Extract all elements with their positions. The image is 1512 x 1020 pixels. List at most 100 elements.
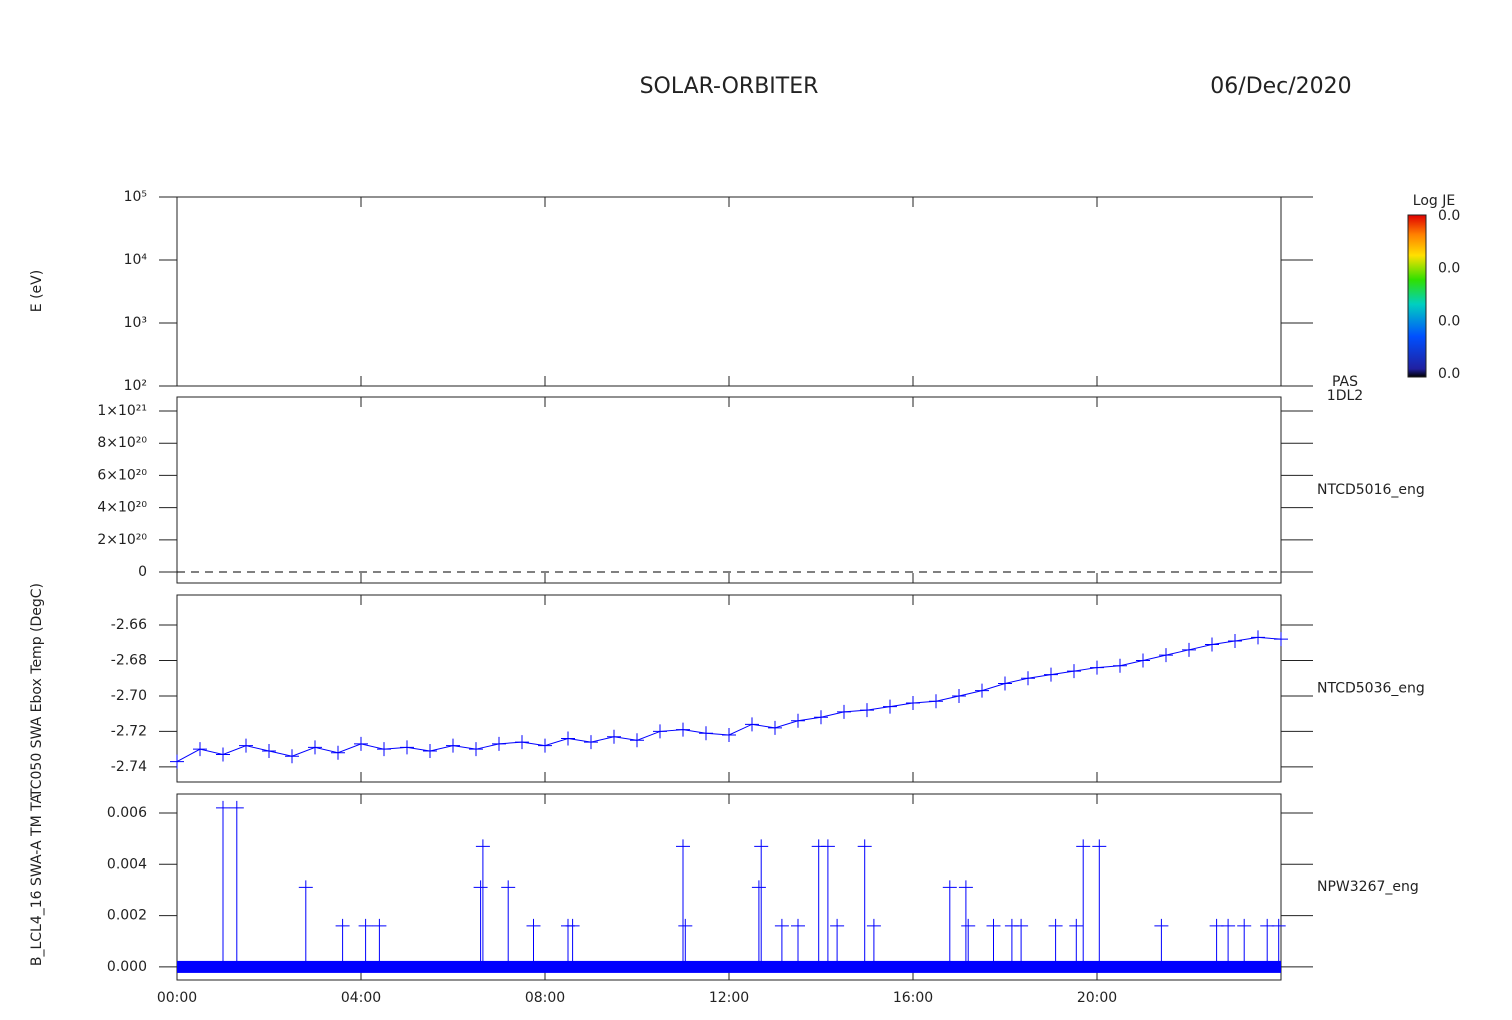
data-point bbox=[975, 683, 989, 698]
y-axis-label: B_LCL4_16 SWA-A TM TA bbox=[29, 793, 45, 966]
spike bbox=[526, 918, 541, 967]
data-point bbox=[400, 740, 414, 755]
data-point bbox=[1044, 667, 1058, 682]
y-tick-label: -2.66 bbox=[111, 617, 147, 633]
data-point bbox=[377, 742, 391, 757]
side-label: NTCD5036_eng bbox=[1317, 681, 1425, 697]
colorbar-tick-label: 0.0 bbox=[1438, 208, 1460, 224]
spike bbox=[866, 918, 881, 967]
data-point bbox=[1021, 671, 1035, 686]
x-tick-label: 20:00 bbox=[1077, 990, 1117, 1006]
data-point bbox=[929, 694, 943, 709]
panel-frame bbox=[176, 594, 1282, 783]
y-tick-label: 10⁴ bbox=[124, 252, 148, 268]
data-point bbox=[262, 743, 276, 758]
data-point bbox=[1113, 658, 1127, 673]
y-tick-label: 0 bbox=[138, 564, 147, 580]
zero-band bbox=[177, 960, 1281, 973]
y-tick-label: 6×10²⁰ bbox=[97, 467, 147, 483]
data-point bbox=[193, 742, 207, 757]
colorbar-tick-label: 0.0 bbox=[1438, 261, 1460, 277]
data-point bbox=[1090, 660, 1104, 675]
spike bbox=[1271, 918, 1286, 967]
y-tick-label: 2×10²⁰ bbox=[97, 532, 147, 548]
spike bbox=[372, 918, 387, 967]
spike bbox=[791, 918, 805, 967]
x-tick-label: 16:00 bbox=[893, 990, 933, 1006]
data-point bbox=[538, 738, 552, 753]
spike bbox=[1237, 918, 1252, 967]
spike bbox=[1014, 918, 1029, 967]
spike bbox=[1076, 839, 1091, 967]
data-point bbox=[285, 749, 299, 764]
spike bbox=[1154, 918, 1169, 967]
spike bbox=[820, 839, 835, 967]
side-label: PAS bbox=[1332, 374, 1358, 390]
spike bbox=[830, 918, 845, 967]
y-tick-label: 4×10²⁰ bbox=[97, 500, 147, 516]
spike bbox=[473, 880, 488, 967]
data-point bbox=[1251, 630, 1265, 645]
data-point bbox=[1159, 648, 1173, 663]
spike bbox=[958, 880, 973, 967]
data-point bbox=[1136, 653, 1150, 668]
data-point bbox=[1274, 632, 1288, 647]
spike bbox=[676, 839, 690, 967]
y-axis-label: E (eV) bbox=[29, 270, 45, 312]
data-point bbox=[998, 676, 1012, 691]
data-point bbox=[607, 729, 621, 744]
panel-frame bbox=[176, 396, 1282, 584]
side-label: 1DL2 bbox=[1327, 388, 1363, 404]
data-point bbox=[561, 731, 575, 746]
x-tick-label: 12:00 bbox=[709, 990, 749, 1006]
panel-frame bbox=[176, 196, 1282, 387]
data-point bbox=[469, 742, 483, 757]
x-tick-label: 04:00 bbox=[341, 990, 381, 1006]
spike bbox=[298, 880, 313, 967]
data-point bbox=[170, 754, 184, 769]
colorbar-tick-label: 0.0 bbox=[1438, 366, 1460, 382]
data-point bbox=[239, 738, 253, 753]
data-point bbox=[883, 699, 897, 714]
spike bbox=[216, 800, 230, 967]
y-tick-label: -2.68 bbox=[111, 652, 147, 668]
data-point bbox=[1067, 664, 1081, 679]
y-tick-label: 10³ bbox=[124, 315, 147, 331]
data-point bbox=[1228, 633, 1242, 648]
side-label: NPW3267_eng bbox=[1317, 879, 1419, 895]
y-tick-label: 0.000 bbox=[107, 959, 147, 975]
spike bbox=[857, 839, 872, 967]
data-point bbox=[584, 735, 598, 750]
spike bbox=[1069, 918, 1084, 967]
spike bbox=[1048, 918, 1063, 967]
y-tick-label: 10² bbox=[124, 378, 147, 394]
colorbar-label: Log JE bbox=[1413, 193, 1455, 209]
spike bbox=[754, 839, 769, 967]
date: 06/Dec/2020 bbox=[1210, 74, 1351, 99]
data-point bbox=[906, 696, 920, 711]
data-point bbox=[814, 710, 828, 725]
x-tick-label: 08:00 bbox=[525, 990, 565, 1006]
spike bbox=[751, 880, 766, 967]
y-tick-label: 0.006 bbox=[107, 805, 147, 821]
spike bbox=[678, 918, 693, 967]
data-point bbox=[423, 743, 437, 758]
spike bbox=[358, 918, 373, 967]
data-point bbox=[768, 720, 782, 735]
data-point bbox=[653, 724, 667, 739]
spike bbox=[986, 918, 1001, 967]
side-label: NTCD5016_eng bbox=[1317, 482, 1425, 498]
data-point bbox=[492, 736, 506, 751]
data-point bbox=[308, 740, 322, 755]
spike bbox=[811, 839, 826, 967]
data-point bbox=[1182, 642, 1196, 657]
data-point bbox=[331, 745, 345, 760]
y-tick-label: -2.74 bbox=[111, 759, 147, 775]
data-point bbox=[699, 726, 713, 741]
data-point bbox=[354, 736, 368, 751]
colorbar bbox=[1407, 214, 1427, 378]
data-point bbox=[1205, 637, 1219, 652]
x-tick-label: 00:00 bbox=[157, 990, 197, 1006]
spike bbox=[1092, 839, 1107, 967]
